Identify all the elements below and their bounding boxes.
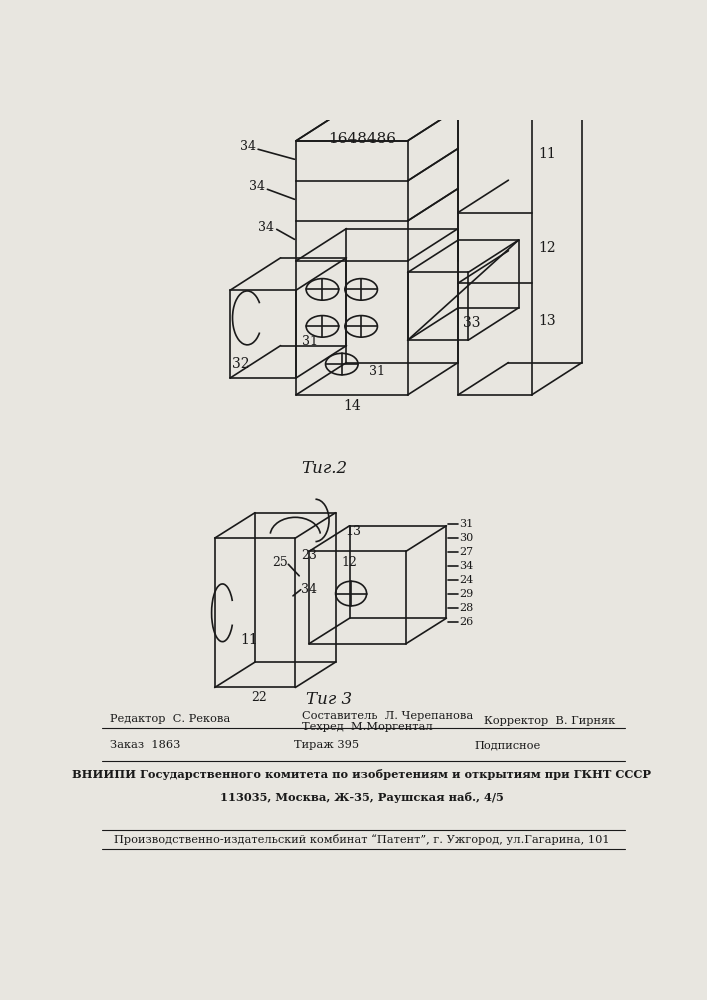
- Text: 34: 34: [460, 561, 474, 571]
- Text: Заказ  1863: Заказ 1863: [110, 740, 180, 750]
- Text: Производственно-издательский комбинат “Патент”, г. Ужгород, ул.Гагарина, 101: Производственно-издательский комбинат “П…: [114, 834, 609, 845]
- Text: 32: 32: [233, 357, 250, 371]
- Text: Редактор  С. Рекова: Редактор С. Рекова: [110, 714, 230, 724]
- Text: 34: 34: [249, 180, 265, 193]
- Text: 31: 31: [303, 335, 318, 348]
- Text: 23: 23: [301, 549, 317, 562]
- Text: Составитель  Л. Черепанова: Составитель Л. Черепанова: [301, 711, 473, 721]
- Text: 28: 28: [460, 603, 474, 613]
- Text: 29: 29: [460, 589, 474, 599]
- Text: 31: 31: [460, 519, 474, 529]
- Text: Тираж 395: Тираж 395: [293, 740, 359, 750]
- Text: 24: 24: [460, 575, 474, 585]
- Text: 34: 34: [301, 583, 317, 596]
- Text: 12: 12: [341, 556, 358, 569]
- Text: 25: 25: [271, 556, 288, 569]
- Text: 11: 11: [538, 147, 556, 161]
- Text: Τиг 3: Τиг 3: [305, 691, 351, 708]
- Text: Корректор  В. Гирняк: Корректор В. Гирняк: [484, 716, 615, 726]
- Text: 33: 33: [463, 316, 481, 330]
- Text: 34: 34: [240, 140, 256, 153]
- Text: 13: 13: [538, 314, 556, 328]
- Text: ВНИИПИ Государственного комитета по изобретениям и открытиям при ГКНТ СССР: ВНИИПИ Государственного комитета по изоб…: [72, 769, 651, 780]
- Text: Подписное: Подписное: [474, 740, 541, 750]
- Text: 113035, Москва, Ж-35, Раушская наб., 4/5: 113035, Москва, Ж-35, Раушская наб., 4/5: [220, 792, 504, 803]
- Text: 22: 22: [251, 691, 267, 704]
- Text: 12: 12: [538, 241, 556, 255]
- Text: 11: 11: [240, 633, 257, 647]
- Text: 13: 13: [346, 525, 361, 538]
- Text: 30: 30: [460, 533, 474, 543]
- Text: 34: 34: [258, 221, 274, 234]
- Text: 27: 27: [460, 547, 474, 557]
- Text: Техред  М.Моргентал: Техред М.Моргентал: [301, 722, 432, 732]
- Text: Τиг.2: Τиг.2: [302, 460, 348, 477]
- Text: 31: 31: [369, 365, 385, 378]
- Text: 1648486: 1648486: [328, 132, 396, 146]
- Text: 14: 14: [343, 399, 361, 413]
- Text: 26: 26: [460, 617, 474, 627]
